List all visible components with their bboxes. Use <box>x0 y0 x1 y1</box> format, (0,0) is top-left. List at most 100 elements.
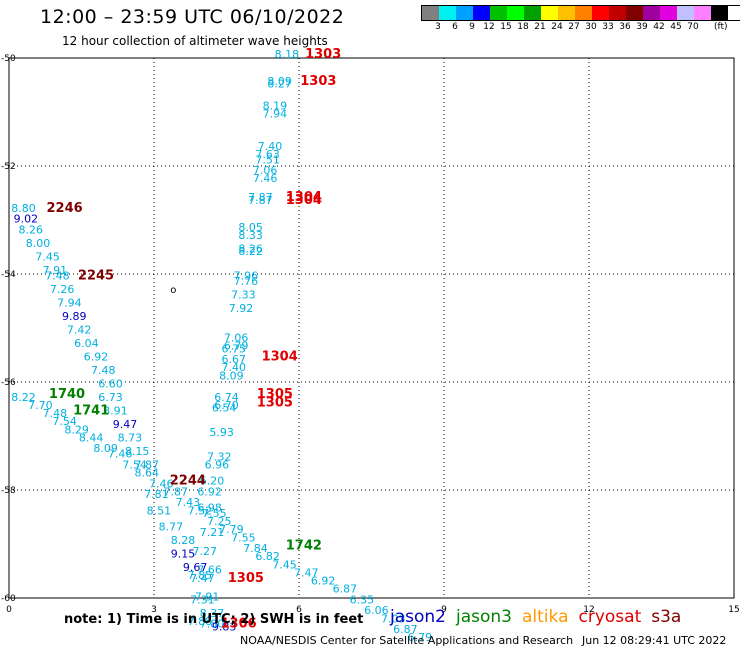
legend-tick-label: 30 <box>585 22 597 32</box>
wave-height-value: 8.44 <box>79 431 104 444</box>
wave-height-value: 8.26 <box>238 242 263 255</box>
wave-height-value: 7.47 <box>294 566 319 579</box>
x-tick-label: 9 <box>441 605 447 615</box>
wave-height-value: 6.79 <box>224 340 249 353</box>
pass-time-label: 1741 <box>73 403 109 418</box>
wave-height-value: 7.94 <box>57 296 82 309</box>
wave-height-value: 8.37 <box>200 607 225 620</box>
wave-height-value: 7.40 <box>222 361 247 374</box>
legend-swatch <box>541 6 558 20</box>
wave-height-value: 8.29 <box>64 423 89 436</box>
satellite-altika: altika <box>522 607 569 627</box>
legend-swatch <box>507 6 524 20</box>
wave-height-value: 7.92 <box>229 302 254 315</box>
wave-height-value: 9.67 <box>183 561 208 574</box>
wave-height-value: 6.79 <box>408 631 433 644</box>
wave-height-value: 7.32 <box>207 450 232 463</box>
wave-height-value: 7.48 <box>45 269 70 282</box>
wave-height-value: 6.98 <box>197 502 222 515</box>
axis-labels: 0 3 6 9 12 15 -50 -52 -54 -56 -58 -60 <box>1 54 740 615</box>
wave-height-value: 7.45 <box>272 558 297 571</box>
wave-height-value: 7.96 <box>234 269 259 282</box>
legend-tick-label: 36 <box>619 22 631 32</box>
wave-height-value: 7.66 <box>197 564 222 577</box>
wave-height-value: 7.80 <box>200 618 225 631</box>
legend-tick-label: 33 <box>602 22 614 32</box>
wave-height-value: 7.33 <box>231 288 256 301</box>
wave-height-value: 6.67 <box>222 353 247 366</box>
wave-height-value: 8.33 <box>238 229 263 242</box>
y-tick-label: -50 <box>1 54 16 64</box>
legend-swatch <box>592 6 609 20</box>
wave-height-value: 7.63 <box>255 148 280 161</box>
wave-height-value: 7.91 <box>43 264 68 277</box>
legend-swatch <box>677 6 694 20</box>
legend-swatch <box>694 6 711 20</box>
wave-height-value: 7.79 <box>219 523 244 536</box>
y-tick-label: -54 <box>1 270 16 280</box>
track-marker: o <box>170 285 176 296</box>
legend-swatch <box>558 6 575 20</box>
y-tick-label: -52 <box>1 162 16 172</box>
wave-height-value: 7.76 <box>234 275 259 288</box>
wave-height-value: 8.80 <box>11 202 36 215</box>
wave-height-value: 7.48 <box>91 364 116 377</box>
pass-time-label: 2245 <box>78 268 114 283</box>
wave-height-value: 7.81 <box>144 488 169 501</box>
wave-height-value: 6.92 <box>84 350 109 363</box>
wave-height-value: 7.87 <box>248 194 273 207</box>
legend-swatch <box>439 6 456 20</box>
wave-height-value: 6.06 <box>364 604 389 617</box>
page-title: 12:00 – 23:59 UTC 06/10/2022 <box>40 6 345 28</box>
wave-height-value: 7.31 <box>190 593 215 606</box>
wave-height-value: 7.84 <box>243 542 268 555</box>
wave-height-value: 6.74 <box>214 391 239 404</box>
wave-height-value: 6.04 <box>74 337 99 350</box>
map-grid <box>8 57 735 599</box>
legend-tick-label: 39 <box>636 22 648 32</box>
pass-labels-layer: 1303130313041304130413051305130513062246… <box>46 47 341 632</box>
pass-time-label: 1740 <box>49 387 85 402</box>
wave-height-value: 6.54 <box>212 402 237 415</box>
wave-height-value: 6.82 <box>255 550 280 563</box>
wave-height-value: 8.51 <box>147 504 172 517</box>
legend-swatch <box>422 6 439 20</box>
pass-time-label: 1306 <box>220 617 256 632</box>
wave-height-value: 7.21 <box>200 526 225 539</box>
wave-height-value: 7.87 <box>164 485 189 498</box>
y-tick-label: -60 <box>1 594 16 604</box>
wave-height-value: 7.48 <box>43 407 68 420</box>
wave-height-value: 7.52 <box>188 504 213 517</box>
legend-tick-label: 45 <box>670 22 682 32</box>
y-tick-label: -56 <box>1 378 16 388</box>
pass-time-label: 1303 <box>300 74 336 89</box>
legend-tick-label: 9 <box>469 22 475 32</box>
footnote: note: 1) Time is in UTC; 2) SWH is in fe… <box>64 612 364 627</box>
pass-time-label: 2244 <box>170 474 206 489</box>
legend-swatch <box>524 6 541 20</box>
wave-height-value: 6.35 <box>350 593 375 606</box>
pass-time-label: 1305 <box>228 571 264 586</box>
pass-time-label: 1303 <box>305 47 341 62</box>
wave-height-value: 9.89 <box>62 310 87 323</box>
x-tick-label: 12 <box>583 605 594 615</box>
wave-height-value: 8.73 <box>118 431 143 444</box>
legend-tick-label: 21 <box>534 22 546 32</box>
wave-height-value: 6.87 <box>333 583 358 596</box>
wave-height-value: 6.73 <box>98 391 123 404</box>
legend-tick-label: 15 <box>500 22 512 32</box>
wave-height-value: 8.09 <box>267 75 292 88</box>
wave-height-value: 6.60 <box>98 377 123 390</box>
wave-height-value: 7.27 <box>193 545 218 558</box>
wave-height-value: 5.93 <box>209 426 234 439</box>
legend-tick-label: 18 <box>517 22 529 32</box>
pass-time-label: 1304 <box>262 349 298 364</box>
wave-height-value: 7.47 <box>190 572 215 585</box>
generated-timestamp: Jun 12 08:29:41 UTC 2022 <box>582 634 727 647</box>
pass-time-label: 1742 <box>286 538 322 553</box>
legend-tick-label: 3 <box>435 22 441 32</box>
legend-swatch <box>575 6 592 20</box>
wave-height-value: 7.26 <box>50 283 75 296</box>
wave-height-value: 7.87 <box>135 458 160 471</box>
